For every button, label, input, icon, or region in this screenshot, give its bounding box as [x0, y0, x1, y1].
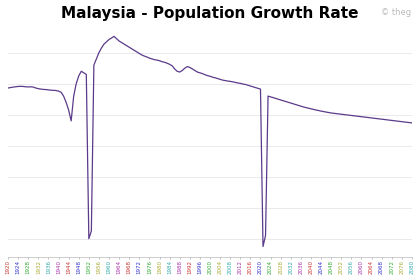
Text: © theg: © theg: [381, 8, 412, 17]
Title: Malaysia - Population Growth Rate: Malaysia - Population Growth Rate: [61, 6, 359, 20]
